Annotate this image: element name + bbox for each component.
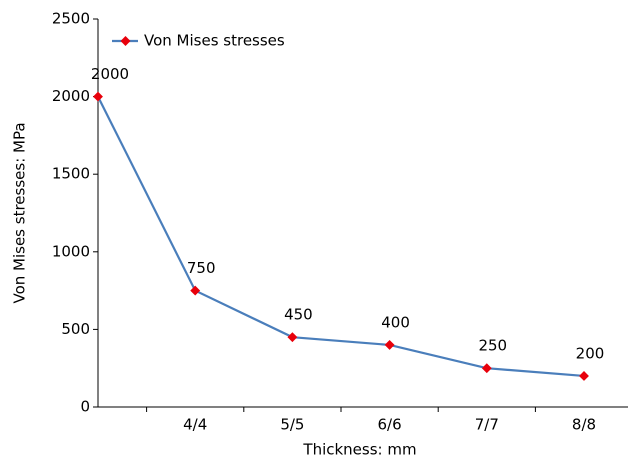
data-label: 400 bbox=[381, 313, 410, 331]
y-tick-label: 500 bbox=[61, 320, 90, 338]
x-tick-label: 5/5 bbox=[280, 416, 304, 434]
data-point bbox=[287, 332, 298, 343]
data-label: 750 bbox=[187, 259, 216, 277]
data-label: 2000 bbox=[91, 65, 129, 83]
y-tick-label: 1500 bbox=[52, 165, 90, 183]
data-label: 200 bbox=[576, 344, 605, 362]
data-point bbox=[93, 91, 103, 102]
x-tick-label: 7/7 bbox=[475, 416, 499, 434]
x-tick-label: 6/6 bbox=[378, 416, 402, 434]
y-axis-title: Von Mises stresses: MPa bbox=[11, 122, 29, 303]
data-label: 250 bbox=[478, 337, 507, 355]
y-tick-label: 2500 bbox=[52, 10, 90, 28]
y-tick-label: 2000 bbox=[52, 87, 90, 105]
x-tick-label: 8/8 bbox=[572, 416, 596, 434]
data-point bbox=[579, 371, 589, 381]
data-point bbox=[384, 339, 395, 350]
legend-marker bbox=[120, 36, 131, 46]
data-point bbox=[190, 285, 201, 296]
series-line bbox=[97, 96, 585, 378]
x-tick-label: 4/4 bbox=[183, 416, 207, 434]
data-point bbox=[481, 363, 492, 374]
x-axis-title: Thickness: mm bbox=[302, 441, 416, 459]
y-tick-label: 1000 bbox=[52, 242, 90, 260]
data-label: 450 bbox=[284, 306, 313, 324]
legend-label: Von Mises stresses bbox=[144, 32, 285, 50]
y-tick-label: 0 bbox=[80, 398, 90, 416]
